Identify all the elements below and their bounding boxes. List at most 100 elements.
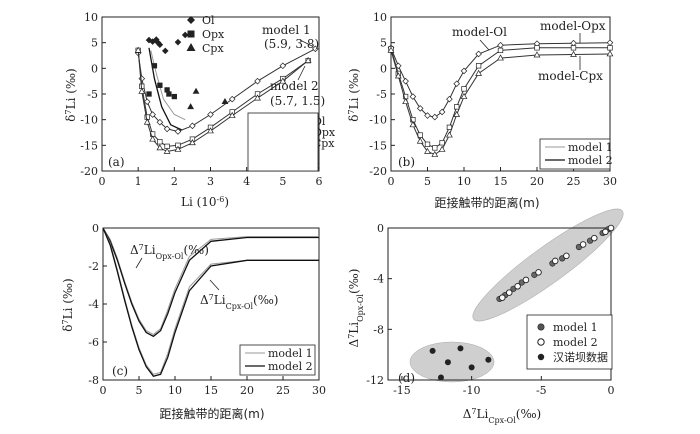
x-tick-label: 10: [168, 384, 182, 397]
series-point: [163, 147, 171, 154]
panel-d-x-axis-label: Δ7LiCpx-Ol(‰): [463, 407, 541, 425]
panel-b-marks: [387, 39, 614, 157]
x-tick-label: 20: [240, 384, 254, 397]
scatter-point: [563, 252, 570, 260]
scatter-point: [522, 276, 530, 284]
series-point: [207, 111, 214, 118]
series-point: [453, 80, 460, 88]
series-point: [570, 50, 577, 57]
panel-c-ticks: 0 5 10 15 20 25 30 -8 -6 -4 -2 0: [88, 222, 326, 397]
series-point: [402, 97, 409, 105]
y-tick-label: -10: [369, 114, 387, 127]
scatter-point: [437, 374, 444, 381]
series-point: [454, 104, 460, 110]
panel-a-x-axis-label: Li (10-6): [181, 195, 229, 210]
data-point-Opx: [157, 82, 163, 88]
x-tick-label: 15: [494, 175, 508, 188]
panel-c-annotations: Δ7LiOpx-Ol(‰) Δ7LiCpx-Ol(‰): [130, 243, 278, 311]
x-tick-label: -10: [463, 384, 481, 397]
y-tick-label: -2: [88, 260, 99, 273]
legend-label-model-2: model 2: [268, 360, 313, 373]
model-opx-annotation: model-Opx: [540, 19, 606, 33]
y-tick-label: 0: [377, 222, 384, 235]
data-point-Cpx: [187, 103, 195, 110]
data-point-Opx: [146, 91, 152, 97]
series-point: [438, 108, 446, 116]
x-tick-label: -5: [536, 384, 547, 397]
series-point: [138, 75, 146, 82]
series-point: [387, 46, 395, 53]
series-point: [279, 77, 287, 84]
panel-a-chart: 0 1 2 3 4 5 6 -20 -15 -10 -5 0 5 10 Li (10-6) δ7Li (‰…: [64, 11, 336, 209]
x-tick-label: 30: [603, 175, 617, 188]
series-point: [424, 112, 431, 119]
y-tick-label: -5: [376, 88, 387, 101]
legend-label-model-1: model 1: [268, 347, 313, 360]
model2-arrow: [297, 65, 306, 81]
y-tick-label: -12: [366, 374, 384, 387]
panel-b-label: (b): [398, 155, 415, 169]
series-point: [460, 67, 468, 75]
legend-cpx-label: Cpx: [202, 42, 224, 55]
panel-a-marks: [134, 31, 319, 154]
y-tick-label: 0: [91, 62, 98, 75]
series-point: [606, 50, 614, 57]
panel-b-y-axis-label: δ7Li (‰): [347, 68, 362, 121]
series-point: [461, 86, 467, 92]
series-point: [439, 140, 445, 146]
panel-c-chart: 0 5 10 15 20 25 30 -8 -6 -4 -2 0 距接触带的距离(m) δ7Li (‰…: [61, 222, 327, 421]
x-tick-label: 25: [567, 175, 581, 188]
panel-b-chart: 0 5 10 15 20 25 30 -20 -15 -10 -5 0 5 10 距接触带的距离(m) δ…: [347, 11, 618, 210]
scatter-point: [552, 257, 559, 265]
series-point: [138, 87, 146, 94]
series-point: [431, 150, 439, 157]
series-point: [228, 111, 236, 118]
scatter-point: [499, 294, 506, 301]
panel-c-y-axis-label: δ7Li (‰): [61, 278, 76, 331]
series-point: [174, 145, 182, 152]
series-point: [497, 54, 504, 61]
panel-d-chart: -15 -10 -5 0 -12 -8 -4 0 Δ7LiCpx-Ol(‰) Δ7LiOpx-…: [347, 208, 624, 425]
series-point: [189, 139, 196, 146]
y-tick-label: -8: [88, 374, 99, 387]
y-tick-label: -8: [373, 323, 384, 336]
scatter-point: [468, 364, 475, 371]
panel-c-label: (c): [112, 364, 128, 378]
legend-hannuoba-label: 汉诺坝数据: [553, 350, 608, 364]
series-point: [416, 137, 424, 144]
series-point: [497, 41, 504, 49]
series-point: [570, 45, 577, 51]
series-point: [607, 45, 613, 51]
series-point: [279, 62, 287, 70]
model1-arrow: [299, 39, 313, 47]
series-point: [438, 145, 446, 152]
x-tick-label: 30: [312, 384, 326, 397]
model-ol-annotation: model-Ol: [452, 25, 507, 39]
series-point: [475, 50, 482, 58]
x-tick-label: 0: [100, 384, 107, 397]
x-tick-label: 10: [457, 175, 471, 188]
series-point: [254, 94, 261, 101]
x-tick-label: 0: [388, 175, 395, 188]
y-tick-label: -20: [80, 165, 98, 178]
series-point: [189, 122, 196, 130]
panel-a-line-legend: [247, 112, 319, 172]
legend-label-model-2: model 2: [568, 154, 613, 167]
series-line-model-Cpx: [390, 50, 611, 156]
x-tick-label: 0: [608, 384, 615, 397]
scatter-point: [579, 241, 587, 248]
y-tick-label: 0: [380, 62, 387, 75]
series-point: [228, 95, 236, 103]
series-point: [134, 46, 142, 53]
model2-coord-annotation: (5.7, 1.5): [270, 94, 325, 108]
series-point: [424, 141, 431, 147]
legend-ol-marker: [187, 16, 195, 24]
y-tick-label: -4: [373, 273, 384, 286]
y-tick-label: -4: [88, 298, 99, 311]
delta-cpx-ol-annotation: Δ7LiCpx-Ol(‰): [200, 293, 278, 311]
panel-d-label: (d): [398, 371, 415, 385]
series-point: [424, 147, 431, 154]
scatter-point: [457, 345, 464, 352]
x-tick-label: 5: [424, 175, 431, 188]
